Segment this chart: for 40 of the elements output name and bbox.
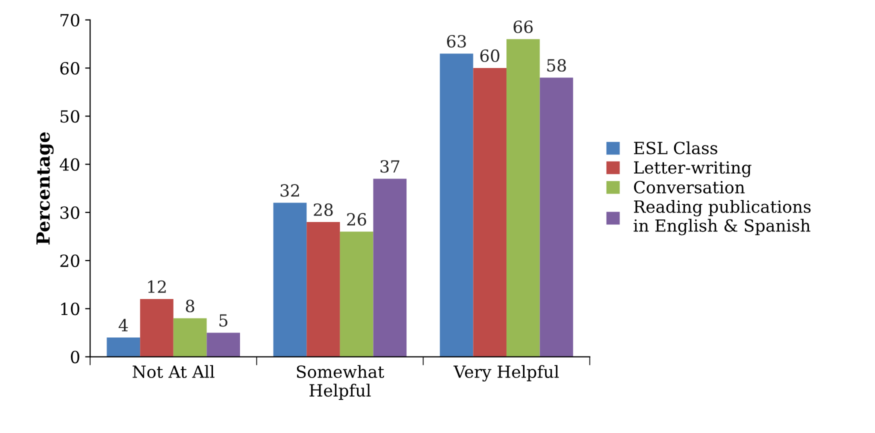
- y-tick-label: 70: [60, 14, 80, 26]
- y-tick-label: 60: [60, 62, 80, 75]
- bar: [173, 318, 207, 357]
- bar: [340, 232, 374, 357]
- data-label: 4: [118, 318, 128, 332]
- bar: [106, 338, 140, 357]
- bar: [506, 39, 540, 357]
- data-label: 28: [314, 203, 333, 216]
- data-label: 60: [480, 49, 500, 62]
- y-axis-title: Percentage: [36, 132, 54, 244]
- data-label: 12: [148, 280, 166, 293]
- y-tick-label: 0: [70, 350, 80, 364]
- legend-label: Reading publications in English & Spanish: [634, 200, 811, 236]
- legend-label: Conversation: [634, 180, 745, 194]
- x-tick-label: Not At All: [132, 365, 214, 378]
- bar: [206, 332, 240, 357]
- data-label: 5: [219, 314, 228, 327]
- y-tick-label: 20: [60, 254, 80, 268]
- x-tick-label: Very Helpful: [453, 365, 559, 382]
- bar: [440, 54, 474, 357]
- legend-label: ESL Class: [634, 141, 718, 154]
- y-tick-label: 40: [60, 158, 80, 171]
- data-label: 66: [514, 20, 533, 34]
- bar: [473, 68, 506, 357]
- legend-label: Letter-writing: [634, 161, 752, 178]
- y-tick-label: 10: [61, 302, 80, 316]
- data-label: 63: [447, 34, 466, 48]
- bar: [540, 78, 574, 357]
- data-label: 32: [280, 184, 299, 197]
- bar: [273, 202, 307, 357]
- data-label: 26: [347, 213, 366, 226]
- data-label: 8: [186, 300, 194, 312]
- bar: [306, 222, 340, 357]
- bar: [140, 299, 174, 357]
- data-label: 37: [380, 160, 400, 173]
- y-tick-label: 50: [60, 110, 80, 123]
- x-tick-label: Somewhat Helpful: [296, 365, 384, 400]
- y-tick-label: 30: [60, 206, 80, 219]
- data-label: 58: [547, 59, 566, 72]
- bar: [373, 178, 407, 357]
